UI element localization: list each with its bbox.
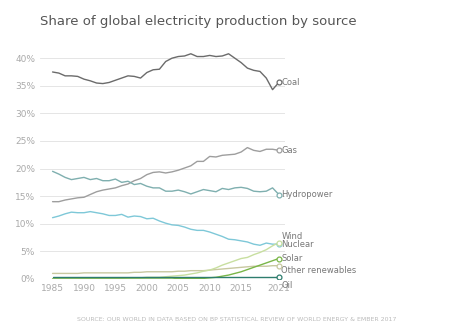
Text: Nuclear: Nuclear — [282, 240, 314, 249]
Text: SOURCE: OUR WORLD IN DATA BASED ON BP STATISTICAL REVIEW OF WORLD ENERGY & EMBER: SOURCE: OUR WORLD IN DATA BASED ON BP ST… — [77, 318, 397, 322]
Text: Oil: Oil — [282, 281, 293, 290]
Text: Wind: Wind — [282, 233, 302, 241]
Text: Hydropower: Hydropower — [282, 190, 333, 199]
Text: Other renewables: Other renewables — [282, 266, 356, 275]
Text: Coal: Coal — [282, 78, 300, 87]
Text: Share of global electricity production by source: Share of global electricity production b… — [40, 15, 356, 28]
Text: Gas: Gas — [282, 146, 297, 155]
Text: Solar: Solar — [282, 254, 303, 263]
